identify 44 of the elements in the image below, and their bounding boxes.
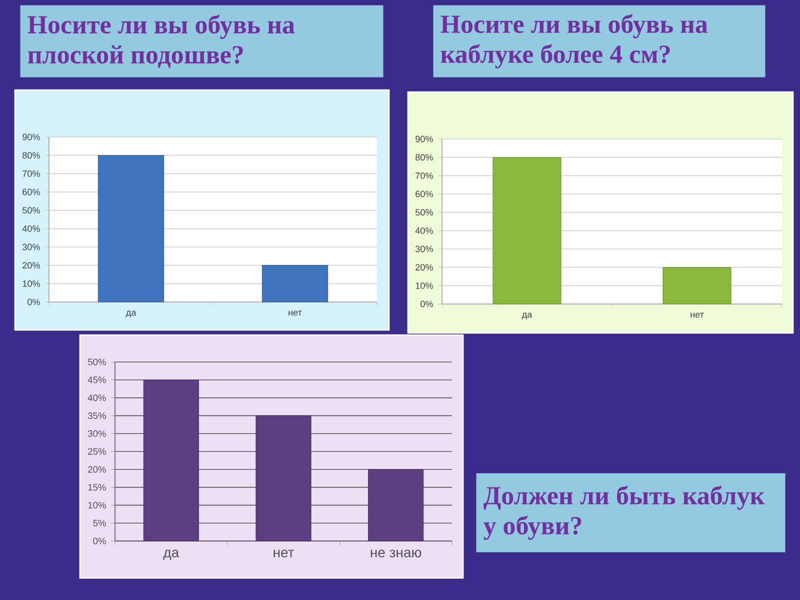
bar bbox=[143, 380, 199, 542]
chart-title: Носите ли вы обувь на каблуке более 4 см? bbox=[440, 14, 708, 68]
x-tick-label: нет bbox=[274, 550, 294, 558]
y-tick-label: 40% bbox=[22, 225, 40, 232]
y-tick-label: 90% bbox=[22, 134, 40, 140]
y-tick-label: 30% bbox=[416, 246, 433, 252]
chart-title: Носите ли вы обувь на плоской подошве? bbox=[28, 14, 295, 68]
x-tick-label: не знаю bbox=[370, 550, 422, 558]
y-tick-label: 80% bbox=[416, 154, 433, 161]
y-tick-label: 45% bbox=[88, 376, 106, 384]
y-tick-label: 70% bbox=[416, 172, 433, 179]
y-tick-label: 40% bbox=[415, 227, 433, 234]
y-tick-label: 0% bbox=[93, 538, 106, 544]
y-tick-label: 50% bbox=[22, 207, 40, 214]
y-tick-label: 30% bbox=[22, 244, 40, 250]
y-tick-label: 0% bbox=[420, 300, 433, 308]
y-tick-label: 50% bbox=[416, 209, 433, 216]
y-tick-label: 35% bbox=[88, 412, 106, 419]
y-tick-label: 10% bbox=[22, 280, 40, 287]
x-tick-label: нет bbox=[690, 312, 704, 318]
x-tick-label: да bbox=[126, 310, 136, 318]
y-tick-label: 20% bbox=[22, 262, 40, 269]
y-tick-label: 20% bbox=[88, 466, 106, 473]
bar bbox=[368, 469, 424, 542]
y-tick-label: 40% bbox=[88, 394, 106, 402]
y-tick-label: 25% bbox=[88, 448, 106, 455]
y-tick-label: 70% bbox=[22, 170, 40, 177]
y-tick-label: 20% bbox=[416, 264, 433, 271]
y-tick-label: 80% bbox=[22, 152, 40, 159]
y-tick-label: 60% bbox=[416, 190, 433, 198]
y-tick-label: 0% bbox=[28, 298, 40, 306]
y-tick-label: 30% bbox=[88, 430, 106, 437]
x-tick-label: да bbox=[163, 550, 180, 560]
bar bbox=[256, 415, 312, 542]
y-tick-label: 10% bbox=[416, 282, 433, 289]
y-tick-label: 90% bbox=[416, 136, 433, 142]
x-tick-label: нет bbox=[288, 310, 302, 316]
x-tick-label: да bbox=[522, 312, 532, 320]
y-tick-label: 5% bbox=[93, 520, 106, 526]
y-tick-label: 50% bbox=[88, 358, 106, 366]
y-tick-label: 60% bbox=[22, 188, 40, 196]
text: Должен ли быть каблук у обуви? bbox=[483, 486, 765, 540]
y-tick-label: 15% bbox=[88, 484, 106, 491]
y-tick-label: 10% bbox=[88, 502, 106, 508]
